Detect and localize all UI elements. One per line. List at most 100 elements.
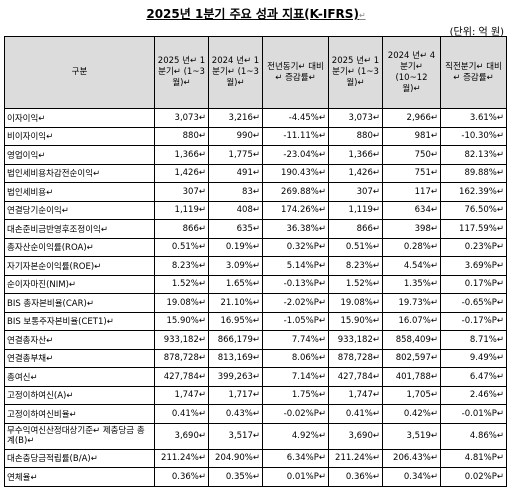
performance-table: 구분 2025 년↵ 1 분기↵ (1~3 월)↵ 2024 년↵ 1 분기↵ (1… (4, 36, 507, 487)
value-cell: 491↵ (208, 163, 263, 183)
value-cell: 1,747↵ (328, 385, 383, 405)
table-row: 법인세비용↵ 307↵ 83↵ 269.88%↵ 307↵ 117↵ 162.39%↵ (4, 182, 507, 202)
value-cell: 0.41%↵ (328, 404, 383, 424)
value-cell: 3.09%↵ (208, 256, 263, 276)
value-cell: 269.88%↵ (262, 182, 329, 202)
value-cell: 750↵ (382, 145, 441, 165)
table-row: BIS 보통주자본비율(CET1)↵ 15.90%↵ 16.95%↵ -1.05%P↵… (4, 311, 507, 331)
value-cell: 3,073↵ (328, 108, 383, 128)
table-row: 자기자본순이익률(ROE)↵ 8.23%↵ 3.09%↵ 5.14%P↵ 8.23%↵ 4… (4, 256, 507, 276)
row-label: 무수익여신산정대상기준↵ 제충당금 총계(B)↵ (4, 422, 155, 450)
table-row: 총자산순이익률(ROA)↵ 0.51%↵ 0.19%↵ 0.32%P↵ 0.51%↵ 0.… (4, 237, 507, 257)
value-cell: 1.35%↵ (382, 274, 441, 294)
row-label: BIS 보통주자본비율(CET1)↵ (4, 311, 155, 331)
table-row: 연결총부채↵ 878,728↵ 813,169↵ 8.06%↵ 878,728↵ 802,… (4, 348, 507, 368)
value-cell: 89.88%↵ (440, 163, 507, 183)
value-cell: 3,517↵ (208, 422, 263, 450)
value-cell: 5.14%P↵ (262, 256, 329, 276)
value-cell: 0.01%P↵ (262, 467, 329, 487)
row-label: 연결총자산↵ (4, 330, 155, 350)
value-cell: 8.23%↵ (328, 256, 383, 276)
value-cell: 401,788↵ (382, 367, 441, 387)
value-cell: 211.24%↵ (154, 448, 209, 468)
table-row: 법인세비용차감전순이익↵ 1,426↵ 491↵ 190.43%↵ 1,426↵ 751↵… (4, 163, 507, 183)
row-label: 연결총부채↵ (4, 348, 155, 368)
row-label: 총자산순이익률(ROA)↵ (4, 237, 155, 257)
value-cell: 858,409↵ (382, 330, 441, 350)
value-cell: 307↵ (328, 182, 383, 202)
value-cell: 4.86%↵ (440, 422, 507, 450)
value-cell: 1.52%↵ (154, 274, 209, 294)
value-cell: 866↵ (154, 219, 209, 239)
value-cell: -23.04%↵ (262, 145, 329, 165)
value-cell: 9.49%↵ (440, 348, 507, 368)
value-cell: -4.45%↵ (262, 108, 329, 128)
table-row: 영업이익↵ 1,366↵ 1,775↵ -23.04%↵ 1,366↵ 750↵ 82.13… (4, 145, 507, 165)
value-cell: 162.39%↵ (440, 182, 507, 202)
value-cell: -2.02%P↵ (262, 293, 329, 313)
value-cell: 933,182↵ (154, 330, 209, 350)
value-cell: 2,966↵ (382, 108, 441, 128)
value-cell: 866↵ (328, 219, 383, 239)
value-cell: 1,426↵ (154, 163, 209, 183)
table-row: 이자이익↵ 3,073↵ 3,216↵ -4.45%↵ 3,073↵ 2,966↵ 3.61… (4, 108, 507, 128)
row-label: 총여신↵ (4, 367, 155, 387)
value-cell: 813,169↵ (208, 348, 263, 368)
column-header: 2025 년↵ 1 분기↵ (1~3 월)↵ (328, 36, 383, 109)
value-cell: 634↵ (382, 200, 441, 220)
unit-label: (단위: 억 원) (449, 27, 504, 38)
value-cell: 3,073↵ (154, 108, 209, 128)
value-cell: 8.71%↵ (440, 330, 507, 350)
value-cell: 7.74%↵ (262, 330, 329, 350)
value-cell: 933,182↵ (328, 330, 383, 350)
value-cell: 0.51%↵ (154, 237, 209, 257)
value-cell: 399,263↵ (208, 367, 263, 387)
value-cell: 211.24%↵ (328, 448, 383, 468)
value-cell: 36.38%↵ (262, 219, 329, 239)
value-cell: 0.02%P↵ (440, 467, 507, 487)
table-row: 무수익여신산정대상기준↵ 제충당금 총계(B)↵ 3,690↵ 3,517↵ 4.92… (4, 422, 507, 450)
value-cell: 0.36%↵ (154, 467, 209, 487)
value-cell: -0.17%P↵ (440, 311, 507, 331)
table-row: 대손충당금적립률(B/A)↵ 211.24%↵ 204.90%↵ 6.34%P↵ 211… (4, 448, 507, 468)
value-cell: 0.32%P↵ (262, 237, 329, 257)
value-cell: 0.51%↵ (328, 237, 383, 257)
value-cell: -1.05%P↵ (262, 311, 329, 331)
row-label: 고정이하여신(A)↵ (4, 385, 155, 405)
value-cell: 6.47%↵ (440, 367, 507, 387)
value-cell: 76.50%↵ (440, 200, 507, 220)
row-label: 대손충당금적립률(B/A)↵ (4, 448, 155, 468)
value-cell: 206.43%↵ (382, 448, 441, 468)
value-cell: -0.13%P↵ (262, 274, 329, 294)
column-header: 구분 (4, 36, 155, 109)
value-cell: 0.23%P↵ (440, 237, 507, 257)
table-row: BIS 총자본비율(CAR)↵ 19.08%↵ 21.10%↵ -2.02%P↵ 19.… (4, 293, 507, 313)
value-cell: 0.41%↵ (154, 404, 209, 424)
value-cell: 1,747↵ (154, 385, 209, 405)
value-cell: 15.90%↵ (328, 311, 383, 331)
value-cell: 1,119↵ (154, 200, 209, 220)
row-label: BIS 총자본비율(CAR)↵ (4, 293, 155, 313)
table-header-row: 구분 2025 년↵ 1 분기↵ (1~3 월)↵ 2024 년↵ 1 분기↵ (1… (4, 36, 507, 109)
value-cell: 0.36%↵ (328, 467, 383, 487)
row-label: 대손준비금반영후조정이익↵ (4, 219, 155, 239)
value-cell: 802,597↵ (382, 348, 441, 368)
table-row: 연결총자산↵ 933,182↵ 866,179↵ 7.74%↵ 933,182↵ 858,… (4, 330, 507, 350)
value-cell: 0.35%↵ (208, 467, 263, 487)
value-cell: 8.23%↵ (154, 256, 209, 276)
table-row: 연결당기순이익↵ 1,119↵ 408↵ 174.26%↵ 1,119↵ 634↵ 76.5… (4, 200, 507, 220)
value-cell: 0.28%↵ (382, 237, 441, 257)
value-cell: -10.30%↵ (440, 126, 507, 146)
value-cell: 1,366↵ (328, 145, 383, 165)
row-label: 연체율↵ (4, 467, 155, 487)
value-cell: 8.06%↵ (262, 348, 329, 368)
value-cell: 3,690↵ (154, 422, 209, 450)
row-label: 순이자마진(NIM)↵ (4, 274, 155, 294)
value-cell: 1.65%↵ (208, 274, 263, 294)
row-label: 연결당기순이익↵ (4, 200, 155, 220)
value-cell: 19.73%↵ (382, 293, 441, 313)
value-cell: 408↵ (208, 200, 263, 220)
value-cell: 1,366↵ (154, 145, 209, 165)
value-cell: 880↵ (154, 126, 209, 146)
